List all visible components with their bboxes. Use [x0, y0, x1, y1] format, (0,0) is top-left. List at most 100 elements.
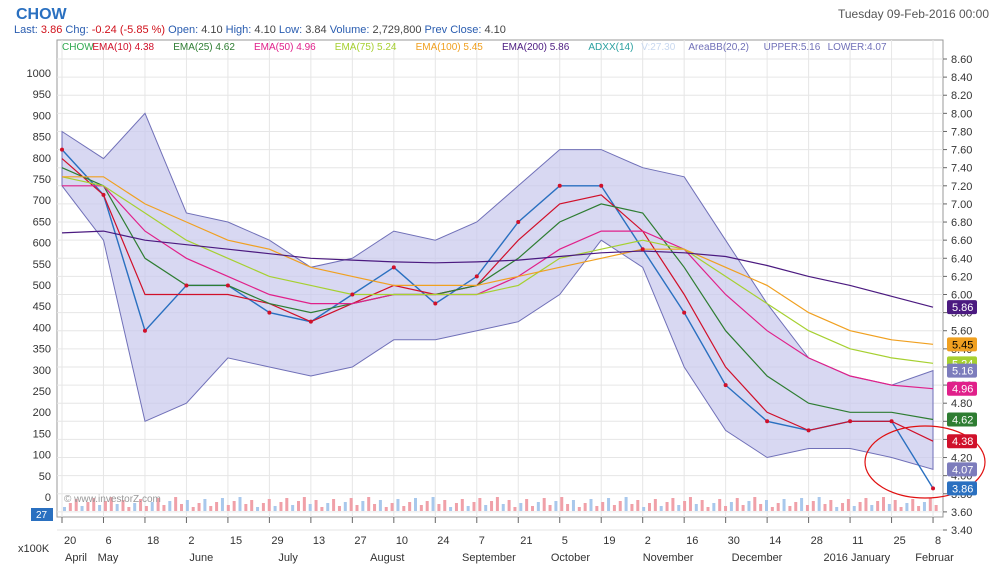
price-point: [101, 192, 106, 197]
volume-label: Volume:: [329, 24, 370, 36]
price-point: [474, 274, 479, 279]
volume-bar: [320, 507, 324, 511]
value-badge-label: 3.86: [952, 483, 973, 495]
adx-tick-label: 900: [33, 110, 51, 122]
volume-bar: [285, 498, 289, 511]
volume-badge: [31, 508, 53, 521]
price-tick-label: 6.00: [951, 290, 972, 302]
volume-bar: [273, 506, 277, 511]
price-point: [806, 428, 811, 433]
volume-bar: [68, 503, 72, 511]
x-day-label: 18: [147, 535, 159, 547]
volume-bar: [408, 502, 412, 511]
volume-bar: [261, 503, 265, 511]
volume-bar: [367, 497, 371, 511]
volume-bar: [133, 503, 137, 511]
volume-bar: [419, 505, 423, 511]
volume-bar: [507, 500, 511, 511]
high-value: 4.10: [254, 24, 276, 36]
value-badge: [947, 381, 977, 396]
volume-bar: [729, 502, 733, 511]
x-day-label: 21: [520, 535, 532, 547]
volume-bar: [835, 507, 839, 511]
adx-tick-label: 350: [33, 344, 51, 356]
price-point: [889, 419, 894, 424]
x-day-label: 27: [354, 535, 366, 547]
volume-bar: [788, 506, 792, 511]
volume-bar: [466, 506, 470, 511]
price-point: [557, 183, 562, 188]
price-tick-label: 8.60: [951, 54, 972, 66]
x-day-label: 11: [852, 535, 863, 547]
volume-bar: [864, 498, 868, 511]
series-line-ema200: [61, 230, 934, 308]
volume-bar: [554, 501, 558, 511]
value-badge-label: 5.45: [952, 339, 973, 351]
volume-bar: [472, 502, 476, 511]
watermark: © www.investorZ.com: [64, 494, 161, 505]
price-tick-label: 6.60: [951, 235, 972, 247]
legend-item: EMA(200) 5.86: [502, 42, 570, 53]
adx-tick-label: 650: [33, 216, 51, 228]
volume-bar: [846, 499, 850, 511]
volume-bar: [226, 505, 230, 511]
volume-bar: [899, 507, 903, 511]
volume-bar: [665, 502, 669, 511]
legend-item: UPPER:5.16: [764, 42, 821, 53]
legend-item: ADXX(14): [588, 42, 633, 53]
price-tick-label: 7.60: [951, 145, 972, 157]
high-label: High:: [225, 24, 252, 36]
volume-bar: [495, 497, 499, 511]
price-point: [225, 283, 230, 288]
volume-bar: [250, 500, 254, 511]
volume-bar: [922, 502, 926, 511]
volume-bar: [302, 497, 306, 511]
volume-bar: [642, 507, 646, 511]
volume-bar: [384, 507, 388, 511]
value-badge-label: 4.62: [952, 414, 973, 426]
adx-tick-label: 200: [33, 407, 51, 419]
adx-tick-label: 0: [45, 492, 51, 504]
prev-close-label: Prev Close:: [424, 24, 482, 36]
volume-bar: [203, 499, 207, 511]
volume-bar: [548, 505, 552, 511]
volume-bar: [86, 502, 90, 511]
volume-bar: [829, 500, 833, 511]
ticker-symbol: CHOW: [16, 6, 67, 23]
volume-bar: [817, 497, 821, 511]
volume-bar: [753, 497, 757, 511]
price-tick-label: 6.20: [951, 271, 972, 283]
price-point: [723, 383, 728, 388]
adx-tick-label: 750: [33, 174, 51, 186]
x-day-label: 13: [313, 535, 325, 547]
volume-bar: [519, 503, 523, 511]
volume-bar: [361, 501, 365, 511]
price-point: [308, 319, 313, 324]
volume-bar: [490, 501, 494, 511]
volume-value: 2,729,800: [372, 24, 422, 36]
last-value: 3.86: [40, 24, 63, 36]
volume-bar: [121, 500, 125, 511]
price-tick-label: 4.80: [951, 398, 972, 410]
volume-bar: [770, 507, 774, 511]
volume-bar: [244, 504, 248, 511]
chart-header: CHOW Tuesday 09-Feb-2016 00:00 Last: 3.8…: [0, 0, 1003, 40]
price-point: [931, 486, 936, 491]
volume-bar: [414, 498, 417, 511]
volume-bar: [291, 505, 295, 511]
series-line-ema25: [61, 167, 934, 421]
volume-bar: [185, 500, 189, 511]
volume-bar: [630, 504, 634, 511]
volume-bar: [478, 498, 482, 511]
volume-bar: [653, 499, 657, 511]
x-day-label: 28: [811, 535, 823, 547]
legend-item: CHOW: [62, 42, 94, 53]
volume-bar: [876, 501, 880, 511]
volume-bar: [735, 498, 739, 511]
x-month-label: May: [98, 552, 119, 564]
adx-tick-label: 700: [33, 195, 51, 207]
chart-date: Tuesday 09-Feb-2016 00:00: [838, 7, 989, 21]
price-point: [433, 301, 438, 306]
quote-line: Last: 3.86 Chg: -0.24 (-5.85 %) Open: 4.…: [14, 24, 506, 36]
